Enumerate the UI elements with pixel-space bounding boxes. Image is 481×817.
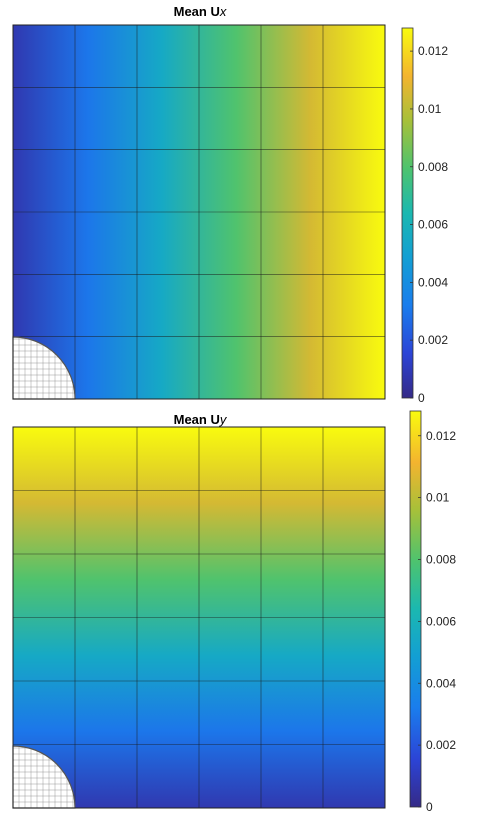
ux-chart-svg: Mean Ux 0 0.002 0.004 0.006 0.008 0.01 0.012: [12, 4, 448, 405]
colorbar-tick-label: 0.004: [418, 275, 448, 289]
colorbar-tick-label: 0.002: [418, 333, 448, 347]
uy-chart-title: Mean Uy: [174, 412, 228, 427]
uy-colorbar-ticks: 0 0.002 0.004 0.006 0.008 0.01 0.012: [418, 429, 456, 814]
uy-plot-frame: [12, 426, 386, 809]
colorbar-tick-label: 0.006: [418, 218, 448, 232]
colorbar-tick-label: 0: [418, 391, 425, 405]
ux-colorbar-ticks: 0 0.002 0.004 0.006 0.008 0.01 0.012: [410, 44, 448, 405]
corner-arc: [12, 336, 76, 400]
uy-mesh-grid: [13, 427, 385, 808]
colorbar-tick-label: 0: [426, 800, 433, 812]
colorbar-tick-label: 0.012: [426, 429, 456, 443]
colorbar-tick-label: 0.012: [418, 44, 448, 58]
colorbar-tick-label: 0.006: [426, 614, 456, 628]
chart-panel-uy: Mean Uy 0 0.002 0.004 0.006 0.008 0.01 0.012: [0, 406, 481, 814]
ux-refined-corner-mesh: [12, 336, 76, 400]
uy-chart-svg: Mean Uy 0 0.002 0.004 0.006 0.008 0.01 0.012: [12, 410, 456, 814]
colorbar-tick-label: 0.01: [418, 102, 442, 116]
colorbar-tick-label: 0.008: [426, 553, 456, 567]
colorbar-tick-label: 0.008: [418, 160, 448, 174]
corner-arc: [12, 745, 76, 809]
uy-colorbar: [409, 410, 422, 808]
chart-panel-ux: Mean Ux 0 0.002 0.004 0.006 0.008 0.01 0.012: [0, 0, 481, 406]
ux-chart-title: Mean Ux: [174, 4, 227, 19]
ux-colorbar: [401, 27, 414, 399]
uy-refined-corner-mesh: [12, 745, 76, 809]
colorbar-tick-label: 0.004: [426, 676, 456, 690]
ux-mesh-grid: [13, 25, 385, 399]
ux-plot-frame: [12, 24, 386, 400]
colorbar-tick-label: 0.002: [426, 738, 456, 752]
colorbar-tick-label: 0.01: [426, 491, 450, 505]
